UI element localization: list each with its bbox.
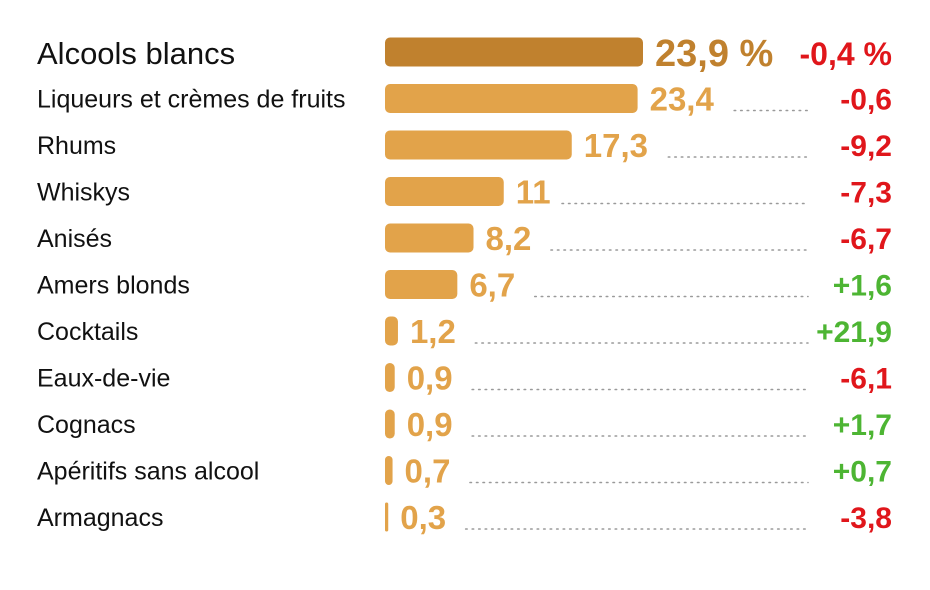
category-label: Cognacs (37, 411, 136, 439)
value-label: 6,7 (469, 267, 515, 304)
change-label: -0,6 (840, 84, 892, 117)
category-label: Apéritifs sans alcool (37, 458, 259, 486)
change-label: -7,3 (840, 177, 892, 210)
change-label: +1,7 (833, 409, 892, 442)
category-label: Eaux-de-vie (37, 365, 170, 393)
category-label: Amers blonds (37, 272, 190, 300)
value-label: 1,2 (410, 313, 456, 350)
category-label: Armagnacs (37, 504, 163, 532)
change-label: -6,7 (840, 223, 892, 256)
category-label: Cocktails (37, 318, 138, 346)
chart-rows: Alcools blancs 23,9 % -0,4 % Liqueurs et cr… (37, 33, 892, 536)
value-label: 0,9 (407, 406, 453, 443)
change-label: +1,6 (833, 270, 892, 303)
bar (385, 84, 638, 113)
value-label: 8,2 (486, 220, 532, 257)
category-label: Whiskys (37, 179, 130, 207)
bar (385, 130, 572, 160)
category-label: Rhums (37, 132, 116, 160)
change-label: +0,7 (833, 456, 892, 489)
value-label: 0,7 (405, 453, 451, 490)
change-label: -0,4 % (800, 36, 892, 72)
value-label: 17,3 (584, 127, 648, 164)
bar (385, 456, 393, 485)
bar (385, 363, 395, 392)
category-label: Liqueurs et crèmes de fruits (37, 86, 345, 114)
value-label: 0,3 (400, 499, 446, 536)
bar (385, 270, 458, 299)
value-label: 23,9 % (655, 33, 773, 75)
bar (385, 37, 643, 67)
value-label: 0,9 (407, 360, 453, 397)
change-label: -3,8 (840, 502, 892, 535)
bar (385, 502, 389, 532)
value-label: 23,4 (650, 81, 715, 118)
value-label: 11 (516, 174, 551, 211)
bar (385, 223, 474, 253)
change-label: -9,2 (840, 130, 892, 163)
category-label: Alcools blancs (37, 36, 235, 71)
category-label: Anisés (37, 225, 112, 253)
bar (385, 177, 504, 206)
change-label: -6,1 (840, 363, 892, 396)
change-label: +21,9 (816, 316, 892, 349)
bar (385, 316, 398, 346)
bar (385, 409, 395, 439)
